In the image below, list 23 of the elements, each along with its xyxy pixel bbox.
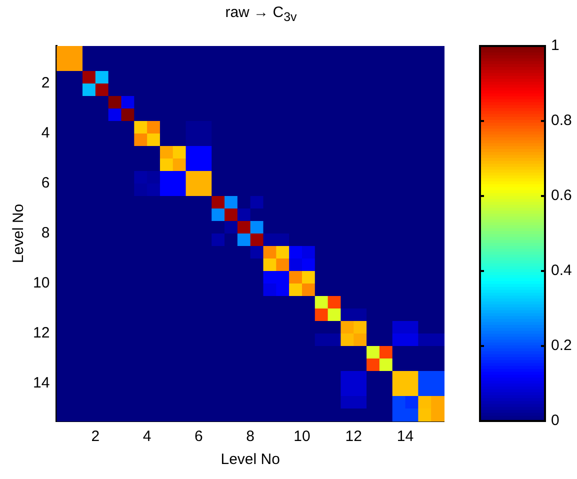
color-bar-label: 1 bbox=[551, 37, 560, 54]
chart-title: raw → C$_{3v}$ bbox=[224, 4, 298, 24]
x-tick-label: 6 bbox=[194, 428, 203, 446]
color-bar-label: 0.2 bbox=[551, 337, 572, 354]
y-tick-label: 6 bbox=[41, 174, 50, 192]
color-bar-label: 0 bbox=[551, 412, 560, 430]
y-tick-label: 10 bbox=[32, 274, 50, 292]
y-axis-title: Level No bbox=[10, 204, 28, 264]
x-tick-label: 2 bbox=[91, 428, 100, 446]
x-tick-label: 8 bbox=[246, 428, 255, 446]
y-tick-label: 8 bbox=[41, 224, 50, 242]
y-tick-label: 4 bbox=[41, 124, 50, 142]
x-tick-label: 4 bbox=[142, 428, 152, 446]
y-tick-label: 2 bbox=[41, 74, 50, 92]
color-bar-label: 0.6 bbox=[551, 187, 572, 204]
x-tick-label: 14 bbox=[396, 428, 414, 446]
color-bar-label: 0.8 bbox=[551, 112, 572, 130]
x-axis-title: Level No bbox=[220, 451, 280, 468]
color-bar-label: 0.4 bbox=[551, 262, 572, 280]
x-tick-label: 12 bbox=[345, 428, 362, 446]
y-tick-label: 12 bbox=[32, 324, 50, 342]
x-tick-label: 10 bbox=[294, 428, 310, 446]
y-tick-label: 14 bbox=[32, 374, 50, 392]
